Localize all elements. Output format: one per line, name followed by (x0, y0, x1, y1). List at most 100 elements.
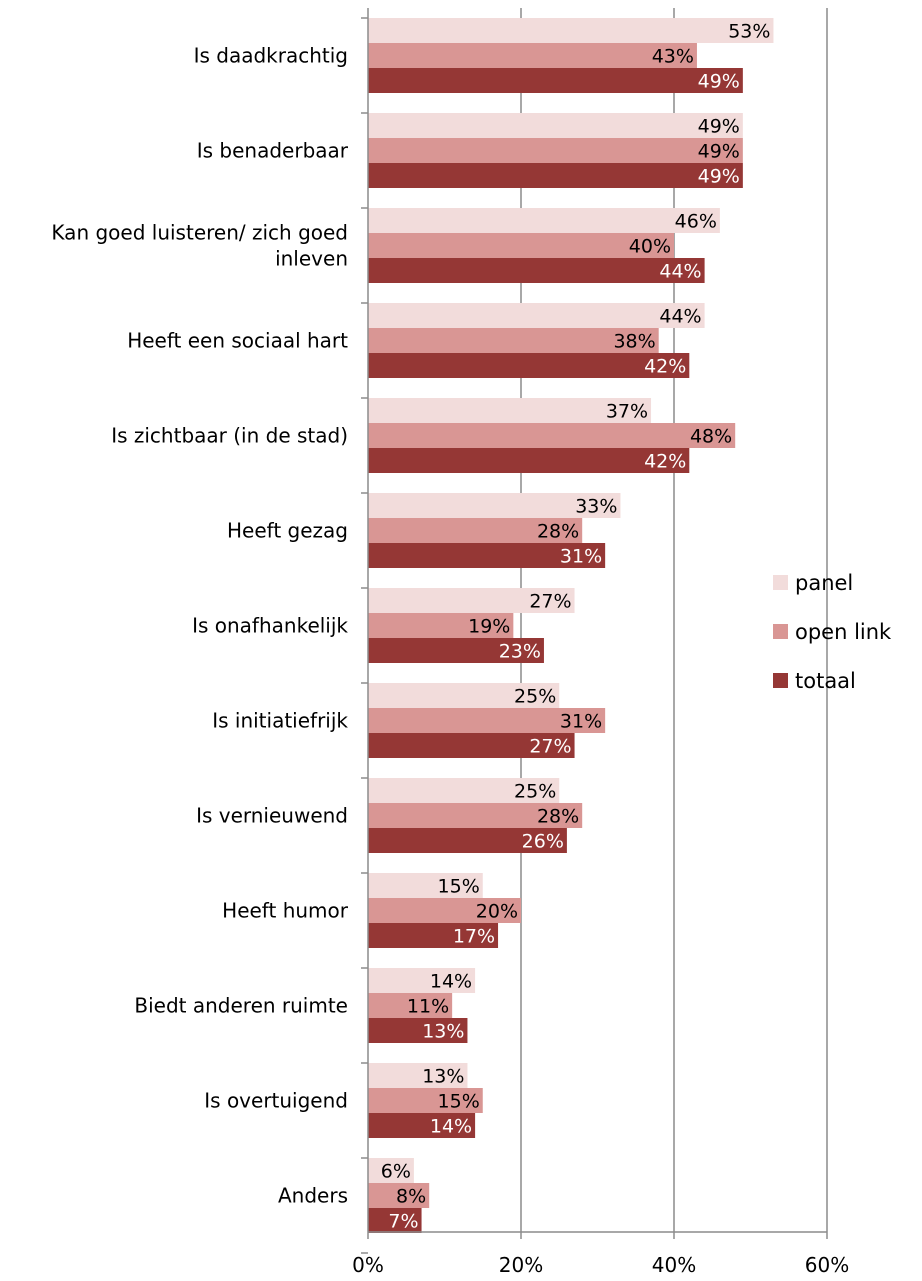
bar (368, 1063, 468, 1088)
category-label: Is vernieuwend (196, 804, 348, 828)
bar (368, 1183, 430, 1208)
category-label: Is overtuigend (204, 1089, 348, 1113)
data-label: 11% (407, 996, 449, 1018)
bar (368, 18, 774, 43)
category-label-line: Biedt anderen ruimte (134, 994, 348, 1018)
x-tick-label: 20% (499, 1253, 543, 1277)
bar (368, 328, 659, 353)
data-label: 46% (675, 211, 717, 233)
legend-label: open link (795, 620, 892, 644)
x-tick-label: 0% (352, 1253, 384, 1277)
bar (368, 258, 705, 283)
data-label: 44% (659, 261, 701, 283)
bar (368, 1018, 468, 1043)
data-label: 27% (529, 591, 571, 613)
bar (368, 233, 674, 258)
category-label: Is benaderbaar (197, 139, 349, 163)
data-label: 19% (468, 616, 510, 638)
bars: 53%43%49%49%49%49%46%40%44%44%38%42%37%4… (368, 18, 774, 1233)
legend-swatch (773, 575, 788, 590)
bar (368, 43, 697, 68)
category-label-line: Heeft gezag (227, 519, 348, 543)
bar (368, 613, 514, 638)
category-label: Is onafhankelijk (192, 614, 348, 638)
category-label-line: Is zichtbaar (in de stad) (111, 424, 348, 448)
legend: panel open link totaal (773, 571, 892, 693)
bar (368, 303, 705, 328)
category-label-line: Is daadkrachtig (194, 44, 348, 68)
data-label: 8% (396, 1186, 426, 1208)
bar (368, 398, 652, 423)
bar (368, 518, 583, 543)
bar (368, 68, 743, 93)
category-label-line: Kan goed luisteren/ zich goed (51, 221, 348, 245)
data-label: 14% (430, 1116, 472, 1138)
data-label: 53% (728, 21, 770, 43)
category-label-line: Is overtuigend (204, 1089, 348, 1113)
data-label: 43% (652, 46, 694, 68)
bar (368, 113, 743, 138)
legend-label: panel (795, 571, 853, 595)
category-label: Is initiatiefrijk (212, 709, 348, 733)
bar (368, 828, 567, 853)
data-label: 7% (388, 1211, 418, 1233)
bar (368, 353, 690, 378)
data-label: 44% (659, 306, 701, 328)
data-label: 13% (422, 1021, 464, 1043)
data-label: 27% (529, 736, 571, 758)
bar (368, 873, 483, 898)
data-label: 40% (629, 236, 671, 258)
category-label: Is zichtbaar (in de stad) (111, 424, 348, 448)
value-axis: 0% 20% 40% 60% (352, 8, 849, 1277)
data-label: 49% (698, 166, 740, 188)
category-label: Kan goed luisteren/ zich goed inleven (51, 221, 348, 271)
category-label: Is daadkrachtig (194, 44, 348, 68)
data-label: 28% (537, 806, 579, 828)
bar (368, 138, 743, 163)
category-label-line: Is benaderbaar (197, 139, 349, 163)
data-label: 42% (644, 451, 686, 473)
legend-swatch (773, 624, 788, 639)
category-label-line: Is onafhankelijk (192, 614, 348, 638)
category-label-line: Is initiatiefrijk (212, 709, 348, 733)
gridlines (520, 8, 828, 1232)
bar (368, 968, 476, 993)
data-label: 15% (438, 1091, 480, 1113)
bar (368, 1158, 414, 1183)
bar (368, 803, 583, 828)
bar (368, 993, 453, 1018)
data-label: 28% (537, 521, 579, 543)
x-tick-label: 60% (805, 1253, 849, 1277)
category-label: Anders (278, 1184, 348, 1208)
legend-swatch (773, 673, 788, 688)
bar (368, 733, 575, 758)
data-label: 26% (522, 831, 564, 853)
bar (368, 208, 720, 233)
bar (368, 448, 690, 473)
category-label-line: Heeft humor (222, 899, 349, 923)
category-label-line: Is vernieuwend (196, 804, 348, 828)
data-label: 25% (514, 781, 556, 803)
category-label-line: Anders (278, 1184, 348, 1208)
data-label: 37% (606, 401, 648, 423)
data-label: 13% (422, 1066, 464, 1088)
bar (368, 638, 544, 663)
data-label: 25% (514, 686, 556, 708)
bar (368, 1113, 476, 1138)
legend-label: totaal (795, 669, 856, 693)
data-label: 49% (698, 141, 740, 163)
bar (368, 493, 621, 518)
category-label: Biedt anderen ruimte (134, 994, 348, 1018)
category-label: Heeft humor (222, 899, 349, 923)
bar (368, 423, 736, 448)
data-label: 31% (560, 546, 602, 568)
bar (368, 778, 560, 803)
bar (368, 923, 499, 948)
bar (368, 1088, 483, 1113)
data-label: 42% (644, 356, 686, 378)
category-label: Heeft gezag (227, 519, 348, 543)
data-label: 49% (698, 71, 740, 93)
bar (368, 1208, 422, 1233)
data-label: 20% (476, 901, 518, 923)
